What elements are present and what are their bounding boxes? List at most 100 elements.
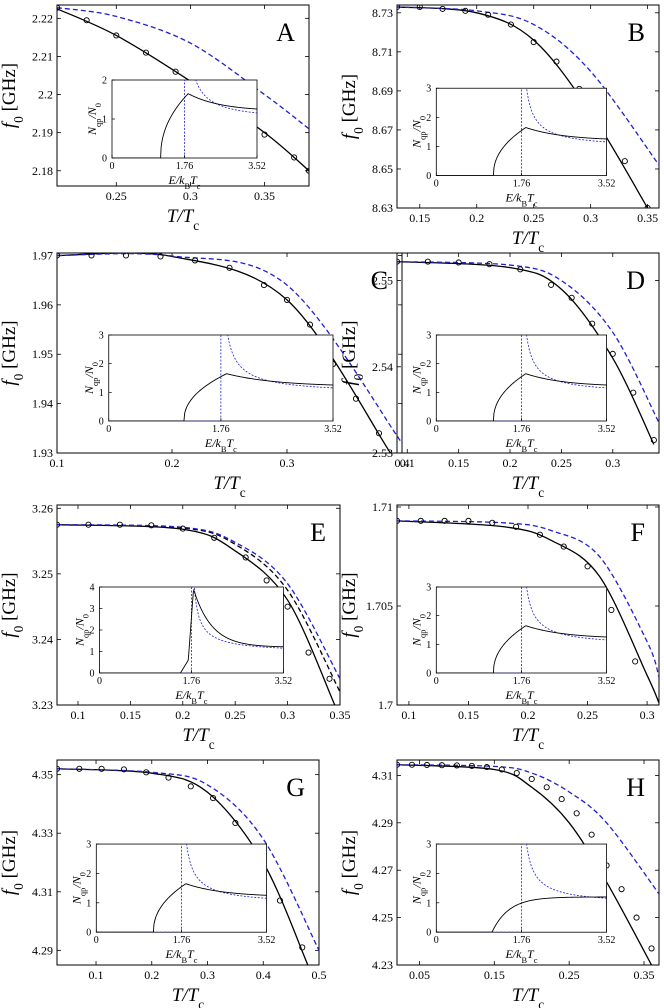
inset-y-label: Nqp/N0: [409, 872, 427, 905]
inset-x-tick-label: 3.52: [324, 424, 342, 435]
data-point: [299, 944, 306, 951]
plot-frame: [396, 759, 660, 966]
data-point: [57, 253, 61, 259]
y-axis-label: f0 [GHz]: [0, 320, 26, 385]
data-point: [88, 253, 95, 259]
x-tick-label: 0.2: [503, 456, 518, 470]
data-point: [397, 5, 401, 11]
bcs-curve: [397, 764, 659, 895]
y-tick-label: 8.63: [372, 201, 393, 215]
data-point: [465, 517, 472, 524]
inset-x-tick-label: 0: [434, 935, 439, 946]
inset-y-tick-label: 1: [102, 115, 107, 126]
data-point: [326, 675, 333, 682]
x-axis-label: T/Tc: [182, 725, 214, 752]
data-point: [242, 554, 249, 561]
inset-x-tick-label: 0: [97, 676, 102, 687]
inset-y-tick-label: 0: [102, 154, 107, 165]
x-tick-label: 0.3: [183, 189, 198, 203]
inset-x-tick-label: 0: [434, 676, 439, 687]
panel-d: 0.1 0.15 0.2 0.25 0.3 2.53 2.54 2.55 T/Tc f0 [GHz…: [339, 252, 660, 500]
inset-y-tick-label: 0: [99, 417, 104, 428]
data-point: [211, 534, 218, 541]
inset-y-tick-label: 3: [426, 84, 431, 95]
x-tick-label: 0.35: [637, 211, 658, 225]
data-point: [172, 68, 179, 75]
y-tick-label: 3.23: [32, 698, 53, 712]
inset-y-tick-label: 0: [89, 669, 94, 680]
data-point: [165, 774, 172, 781]
data-point: [485, 11, 492, 18]
x-axis-label: T/Tc: [512, 985, 544, 1008]
inset-x-tick-label: 3.52: [258, 935, 276, 946]
data-point: [260, 282, 268, 289]
x-tick-label: 0.25: [577, 708, 598, 722]
x-tick-label: 0.35: [330, 708, 351, 722]
data-point: [513, 523, 520, 530]
data-point: [441, 517, 448, 524]
inset-x-tick-label: 3.52: [598, 935, 616, 946]
data-point: [588, 831, 595, 838]
bcs-curve: [57, 253, 402, 444]
data-point: [650, 437, 657, 444]
data-point: [530, 39, 537, 46]
inset-y-label: Nqp/N0: [409, 362, 427, 395]
inset-y-tick-label: 0: [426, 171, 431, 182]
inset-curves: [436, 88, 607, 176]
x-tick-label: 0.4: [395, 456, 410, 470]
data-point: [57, 5, 61, 11]
data-point: [210, 795, 217, 802]
panel-h: 0.05 0.15 0.25 0.35 4.23 4.25 4.27 4.29 4.31 T/Tc…: [339, 759, 660, 1008]
panel-c: 0.1 0.2 0.3 0.4 1.93 1.94 1.95 1.96 1.97 T/Tc f0 […: [0, 248, 410, 499]
inset-x-label: E/kBTc: [504, 191, 537, 209]
x-tick-label: 0.25: [106, 189, 127, 203]
x-tick-label: 0.2: [144, 968, 159, 982]
inset-y-tick-label: 2: [102, 76, 107, 87]
x-tick-label: 0.1: [400, 456, 415, 470]
x-tick-label: 0.2: [521, 708, 536, 722]
inset-y-tick-label: 1: [426, 898, 431, 909]
y-axis-label: f0 [GHz]: [339, 572, 366, 637]
y-tick-label: 2.21: [32, 49, 53, 63]
series-group: [57, 521, 340, 705]
dos-curve: [492, 625, 607, 673]
data-point: [122, 253, 130, 259]
y-tick-label: 1.71: [372, 500, 393, 514]
y-tick-label: 8.69: [372, 84, 393, 98]
data-point: [142, 49, 149, 56]
plot-frame: [56, 759, 320, 966]
data-point: [98, 765, 105, 772]
data-point: [191, 257, 199, 264]
data-point: [283, 296, 291, 303]
plot-frame: [56, 4, 310, 187]
series-group: [397, 761, 659, 965]
y-tick-label: 4.35: [32, 768, 53, 782]
series-group: [57, 253, 402, 453]
data-point: [584, 563, 591, 570]
data-point: [489, 519, 496, 526]
data-point: [57, 521, 61, 528]
x-tick-label: 0.3: [640, 708, 655, 722]
data-point: [417, 517, 424, 524]
panel-a: 0.25 0.3 0.35 2.18 2.19 2.2 2.21 2.22 T/Tc f0 [GH…: [0, 4, 310, 233]
data-point: [226, 264, 233, 271]
inset-x-tick-label: 1.76: [212, 424, 230, 435]
panel-f: 0.1 0.15 0.2 0.25 0.3 1.7 1.705 1.71 T/Tc f0 [GHz…: [339, 500, 660, 752]
data-point: [143, 769, 150, 776]
inset-y-tick-label: 1: [89, 647, 94, 658]
plot-frame: [56, 504, 341, 706]
y-axis-label: f0 [GHz]: [0, 830, 26, 895]
data-point: [157, 253, 164, 260]
data-point: [560, 543, 567, 550]
x-tick-label: 0.3: [583, 211, 598, 225]
data-point: [116, 521, 123, 528]
inset-x-tick-label: 1.76: [513, 676, 531, 687]
inset-curves: [436, 335, 607, 421]
inset-y-tick-label: 2: [426, 113, 431, 124]
inset-y-label: Nqp/N0: [72, 614, 90, 647]
data-point: [632, 658, 639, 665]
inset-x-label: E/kBTc: [504, 688, 537, 706]
data-point: [83, 17, 90, 24]
y-tick-label: 2.2: [38, 88, 53, 102]
data-point: [305, 649, 312, 656]
